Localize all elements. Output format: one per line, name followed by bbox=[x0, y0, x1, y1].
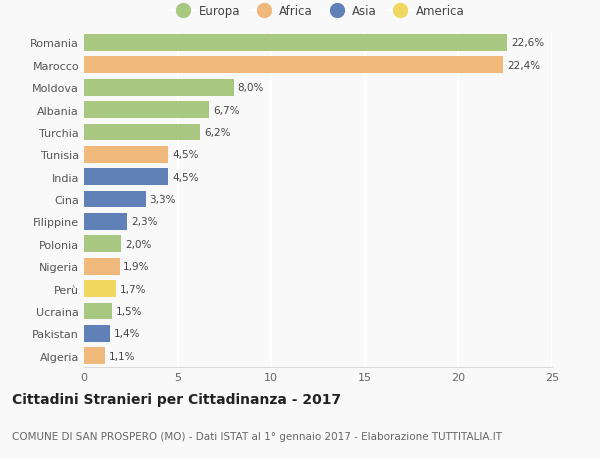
Bar bbox=[84, 124, 200, 141]
Text: 1,9%: 1,9% bbox=[124, 262, 150, 272]
Text: 2,0%: 2,0% bbox=[125, 239, 152, 249]
Text: 22,6%: 22,6% bbox=[511, 38, 544, 48]
Text: 1,4%: 1,4% bbox=[114, 329, 140, 339]
Bar bbox=[84, 35, 507, 52]
Bar bbox=[84, 146, 168, 163]
Bar bbox=[84, 258, 119, 275]
Text: 4,5%: 4,5% bbox=[172, 172, 199, 182]
Text: Cittadini Stranieri per Cittadinanza - 2017: Cittadini Stranieri per Cittadinanza - 2… bbox=[12, 392, 341, 406]
Bar bbox=[84, 102, 209, 119]
Text: 6,7%: 6,7% bbox=[213, 105, 239, 115]
Bar bbox=[84, 347, 104, 364]
Bar bbox=[84, 236, 121, 253]
Bar bbox=[84, 280, 116, 297]
Bar bbox=[84, 79, 234, 96]
Text: 1,7%: 1,7% bbox=[119, 284, 146, 294]
Text: 6,2%: 6,2% bbox=[204, 128, 230, 138]
Bar bbox=[84, 325, 110, 342]
Text: 1,5%: 1,5% bbox=[116, 306, 142, 316]
Text: 2,3%: 2,3% bbox=[131, 217, 157, 227]
Bar bbox=[84, 213, 127, 230]
Text: 22,4%: 22,4% bbox=[507, 61, 540, 71]
Text: COMUNE DI SAN PROSPERO (MO) - Dati ISTAT al 1° gennaio 2017 - Elaborazione TUTTI: COMUNE DI SAN PROSPERO (MO) - Dati ISTAT… bbox=[12, 431, 502, 441]
Text: 8,0%: 8,0% bbox=[238, 83, 264, 93]
Bar bbox=[84, 169, 168, 186]
Text: 3,3%: 3,3% bbox=[149, 195, 176, 205]
Text: 4,5%: 4,5% bbox=[172, 150, 199, 160]
Bar bbox=[84, 191, 146, 208]
Bar bbox=[84, 57, 503, 74]
Text: 1,1%: 1,1% bbox=[109, 351, 135, 361]
Bar bbox=[84, 303, 112, 320]
Legend: Europa, Africa, Asia, America: Europa, Africa, Asia, America bbox=[167, 0, 469, 23]
